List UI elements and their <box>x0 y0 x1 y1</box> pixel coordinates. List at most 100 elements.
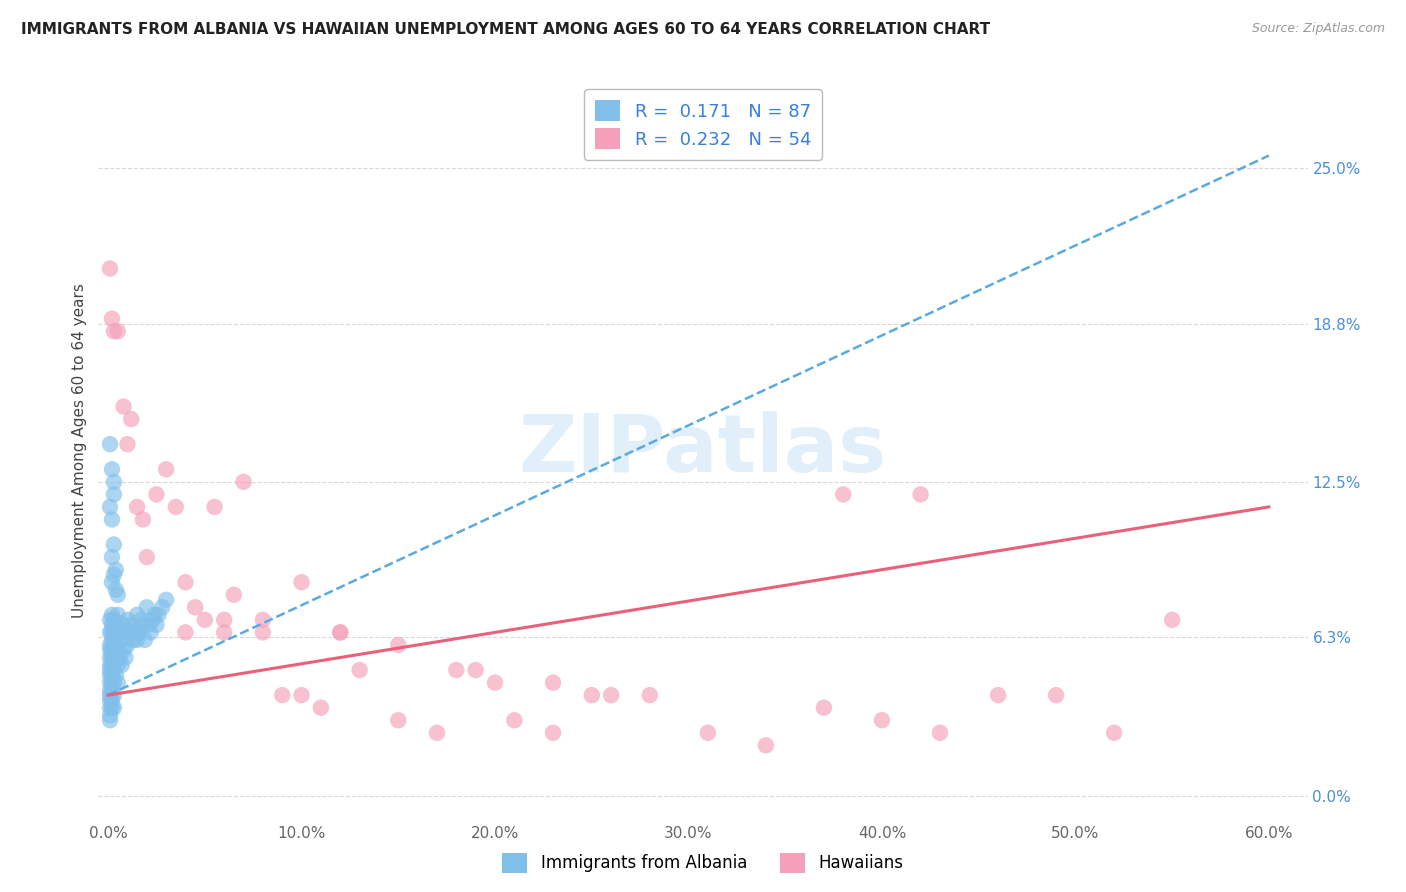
Point <box>98 663 121 677</box>
Point <box>103 675 125 690</box>
Point <box>101 683 124 698</box>
Point <box>541 726 564 740</box>
Point <box>204 500 226 514</box>
Point <box>387 713 409 727</box>
Point <box>98 713 121 727</box>
Point <box>870 713 893 727</box>
Text: ZIPatlas: ZIPatlas <box>519 411 887 490</box>
Point <box>252 625 274 640</box>
Point <box>127 607 149 622</box>
Point <box>541 675 564 690</box>
Point <box>98 638 121 652</box>
Point <box>987 688 1010 702</box>
Point <box>107 643 129 657</box>
Point <box>132 618 155 632</box>
Point <box>98 500 121 514</box>
Point <box>212 625 235 640</box>
Point <box>232 475 254 489</box>
Point <box>329 625 352 640</box>
Point <box>446 663 468 677</box>
Point <box>120 412 142 426</box>
Point <box>128 625 150 640</box>
Point <box>103 650 125 665</box>
Point <box>222 588 245 602</box>
Point <box>101 512 124 526</box>
Point <box>103 632 125 647</box>
Point <box>145 618 167 632</box>
Point <box>98 708 121 723</box>
Point <box>387 638 409 652</box>
Point <box>118 625 141 640</box>
Point <box>104 563 127 577</box>
Point <box>832 487 855 501</box>
Legend: R =  0.171   N = 87, R =  0.232   N = 54: R = 0.171 N = 87, R = 0.232 N = 54 <box>583 89 823 160</box>
Point <box>290 575 312 590</box>
Point <box>638 688 661 702</box>
Point <box>1161 613 1184 627</box>
Point <box>426 726 449 740</box>
Point <box>101 550 124 565</box>
Point <box>271 688 294 702</box>
Point <box>349 663 371 677</box>
Point <box>98 650 121 665</box>
Point <box>503 713 526 727</box>
Point <box>101 632 124 647</box>
Point <box>101 650 124 665</box>
Point <box>929 726 952 740</box>
Point <box>101 668 124 682</box>
Point <box>114 625 136 640</box>
Legend: Immigrants from Albania, Hawaiians: Immigrants from Albania, Hawaiians <box>496 847 910 880</box>
Point <box>98 668 121 682</box>
Point <box>98 693 121 707</box>
Point <box>98 613 121 627</box>
Point <box>101 618 124 632</box>
Point <box>104 650 127 665</box>
Point <box>98 700 121 714</box>
Point <box>103 663 125 677</box>
Point <box>101 462 124 476</box>
Point <box>101 607 124 622</box>
Point <box>117 613 139 627</box>
Point <box>107 607 129 622</box>
Point <box>98 437 121 451</box>
Point <box>174 575 197 590</box>
Point <box>112 400 135 414</box>
Point <box>155 462 177 476</box>
Point <box>165 500 187 514</box>
Point <box>103 688 125 702</box>
Text: IMMIGRANTS FROM ALBANIA VS HAWAIIAN UNEMPLOYMENT AMONG AGES 60 TO 64 YEARS CORRE: IMMIGRANTS FROM ALBANIA VS HAWAIIAN UNEM… <box>21 22 990 37</box>
Point <box>103 324 125 338</box>
Point <box>103 538 125 552</box>
Point <box>103 475 125 489</box>
Point <box>107 588 129 602</box>
Point <box>148 607 170 622</box>
Point <box>98 658 121 673</box>
Point <box>112 643 135 657</box>
Point <box>117 437 139 451</box>
Point <box>103 643 125 657</box>
Point <box>104 582 127 597</box>
Point <box>98 643 121 657</box>
Point <box>111 658 134 673</box>
Point <box>98 261 121 276</box>
Point <box>127 500 149 514</box>
Point <box>1102 726 1125 740</box>
Point <box>134 632 156 647</box>
Point <box>194 613 217 627</box>
Point <box>120 618 142 632</box>
Point <box>696 726 718 740</box>
Point <box>98 683 121 698</box>
Point <box>103 567 125 582</box>
Point <box>142 613 165 627</box>
Point <box>101 675 124 690</box>
Point <box>101 658 124 673</box>
Point <box>98 675 121 690</box>
Point <box>252 613 274 627</box>
Point <box>484 675 506 690</box>
Point <box>101 575 124 590</box>
Point <box>143 607 166 622</box>
Point <box>155 592 177 607</box>
Point <box>329 625 352 640</box>
Point <box>108 625 131 640</box>
Point <box>101 625 124 640</box>
